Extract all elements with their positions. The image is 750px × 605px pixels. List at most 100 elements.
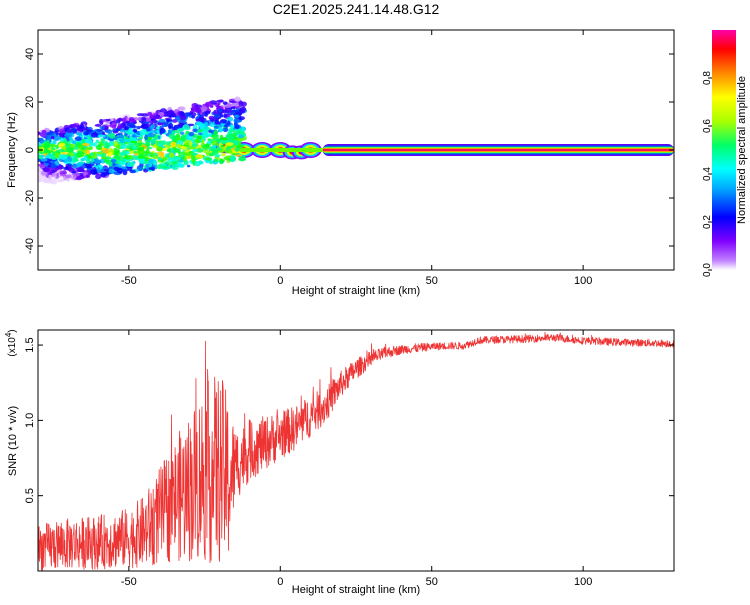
spectral-scatter-point — [224, 123, 229, 128]
spectral-scatter-point — [228, 136, 235, 142]
spectral-scatter-point — [216, 139, 222, 143]
spectrogram-panel: -50 0 50 100 -40 -20 0 20 40 Height of straight… — [6, 29, 675, 297]
spectral-scatter-point — [240, 101, 247, 107]
snr-frame — [37, 329, 675, 572]
spectrogram-y-tick-label: -40 — [24, 238, 36, 254]
spectral-scatter-point — [72, 127, 77, 133]
spectral-scatter-point — [191, 158, 195, 163]
spectral-scatter-point — [191, 143, 198, 148]
spectral-scatter-point — [144, 151, 151, 155]
spectral-scatter-point — [75, 152, 83, 159]
spectral-scatter-point — [204, 121, 209, 127]
spectral-scatter-point — [208, 152, 215, 157]
spectral-scatter-point — [156, 164, 163, 170]
spectral-scatter-point — [126, 151, 130, 155]
spectrogram-x-tick-label: -50 — [121, 275, 137, 287]
spectral-scatter-point — [80, 147, 86, 151]
snr-y-tick-label: 1.5 — [24, 337, 36, 352]
spectral-scatter-point — [147, 132, 156, 138]
spectral-scatter-point — [156, 129, 160, 135]
spectral-scatter-point — [139, 158, 145, 164]
spectral-scatter-point — [108, 168, 115, 174]
snr-x-tick-label: 50 — [426, 576, 438, 588]
spectral-scatter-point — [211, 133, 219, 140]
snr-x-tick-label: 0 — [277, 576, 283, 588]
spectral-scatter-point — [121, 169, 129, 172]
spectral-scatter-point — [205, 157, 210, 161]
spectral-scatter-point — [125, 126, 130, 131]
spectral-scatter-point — [89, 141, 94, 146]
spectral-scatter-point — [55, 175, 60, 179]
snr-panel: -50 0 50 100 0.5 1.0 1.5 Height of straight l… — [4, 329, 675, 596]
spectral-scatter-point — [60, 154, 69, 159]
spectrogram-x-axis-label: Height of straight line (km) — [292, 285, 420, 297]
spectral-scatter-point — [219, 134, 224, 140]
spectral-scatter-point — [176, 139, 184, 146]
spectral-scatter-point — [165, 145, 171, 149]
spectral-scatter-point — [226, 116, 234, 122]
colorbar-label: Normalized spectral amplitude — [736, 76, 748, 224]
spectral-scatter-point — [180, 156, 185, 159]
spectral-scatter-point — [171, 164, 179, 171]
spectral-scatter-point — [83, 131, 89, 136]
spectral-scatter-point — [155, 114, 161, 118]
spectral-scatter-point — [219, 158, 224, 164]
spectral-scatter-point — [96, 151, 103, 155]
spectral-scatter-point — [46, 139, 50, 144]
spectral-scatter-point — [125, 155, 131, 160]
snr-y-ticks: 0.5 1.0 1.5 — [24, 337, 674, 503]
spectral-scatter-point — [64, 133, 73, 138]
spectral-scatter-point — [38, 163, 46, 167]
spectral-scatter-point — [240, 126, 246, 132]
spectral-scatter-point — [113, 166, 120, 172]
spectral-scatter-point — [195, 107, 202, 114]
spectral-scatter-point — [43, 167, 50, 173]
spectral-scatter-point — [231, 132, 238, 137]
carrier-band — [322, 149, 674, 151]
spectral-scatter-point — [84, 163, 92, 167]
spectral-scatter-point — [63, 139, 68, 145]
spectral-scatter-point — [226, 103, 234, 108]
spectral-scatter-point — [138, 165, 143, 172]
spectral-scatter-point — [158, 157, 163, 161]
spectral-scatter-point — [145, 163, 150, 170]
spectral-scatter-point — [239, 108, 245, 114]
spectral-scatter-point — [140, 113, 149, 117]
spectral-scatter-point — [95, 144, 103, 151]
spectral-scatter-point — [126, 122, 133, 126]
spectral-scatter-point — [175, 133, 181, 138]
colorbar-gradient — [712, 30, 736, 270]
spectral-scatter-point — [174, 156, 181, 161]
spectrogram-y-tick-label: 0 — [24, 147, 36, 153]
spectral-scatter-point — [110, 159, 117, 164]
spectral-scatter-point — [94, 159, 102, 164]
spectral-scatter-point — [219, 119, 228, 124]
spectral-scatter-point — [136, 125, 141, 130]
spectral-scatter-point — [54, 167, 59, 171]
spectral-scatter-point — [176, 143, 182, 149]
spectral-scatter-point — [137, 136, 144, 140]
spectral-scatter-point — [168, 122, 174, 129]
spectral-scatter-point — [108, 161, 113, 167]
spectral-scatter-point — [199, 155, 203, 158]
spectral-scatter-point — [194, 138, 200, 144]
spectral-scatter-point — [59, 170, 68, 175]
spectral-scatter-point — [65, 146, 74, 153]
spectral-scatter-point — [196, 148, 204, 153]
colorbar-tick-label: 0.4 — [702, 167, 713, 181]
spectral-scatter-point — [152, 155, 159, 160]
spectral-scatter-point — [95, 139, 100, 144]
spectral-scatter-point — [100, 156, 107, 160]
snr-y-multiplier: (x104) — [4, 329, 18, 356]
spectral-scatter-point — [217, 108, 223, 113]
snr-x-tick-label: -50 — [121, 576, 137, 588]
spectral-scatter-point — [38, 167, 43, 173]
spectral-scatter-point — [99, 126, 105, 130]
spectral-scatter-point — [74, 136, 82, 142]
spectral-scatter-point — [59, 132, 63, 137]
spectral-scatter-point — [46, 150, 54, 153]
spectral-scatter-point — [111, 122, 117, 126]
spectral-scatter-point — [113, 154, 119, 159]
spectral-scatter-point — [76, 162, 83, 167]
